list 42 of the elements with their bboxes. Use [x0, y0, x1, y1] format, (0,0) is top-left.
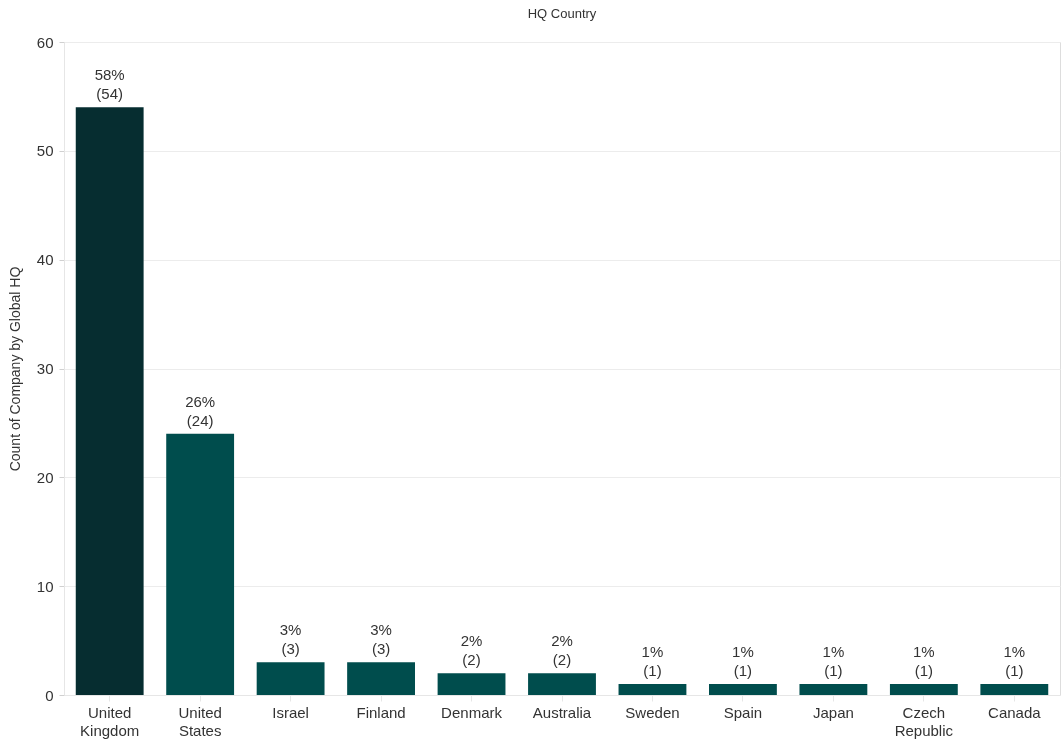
y-axis-title: Count of Company by Global HQ [6, 266, 23, 472]
x-tick-label: Japan [812, 703, 854, 721]
y-tick-label: 50 [36, 142, 54, 160]
bar [618, 684, 687, 695]
y-tick-label: 40 [36, 251, 54, 269]
bar [347, 662, 415, 695]
y-tick-label: 60 [36, 33, 54, 51]
bar [256, 662, 325, 695]
data-label: 1% (1) [822, 643, 845, 680]
data-label: 1% (1) [1003, 643, 1026, 680]
data-label: 3% (3) [279, 621, 302, 658]
x-tick-label: Czech Republic [894, 703, 954, 739]
chart-title: HQ Country [527, 6, 597, 21]
data-label: 1% (1) [641, 643, 664, 680]
y-tick-label: 20 [36, 468, 54, 486]
x-tick-label: United States [178, 703, 222, 739]
data-label: 1% (1) [913, 643, 935, 680]
x-tick-label: Denmark [441, 703, 503, 721]
x-tick-label: Canada [988, 703, 1042, 721]
bar [799, 684, 868, 695]
bar [709, 684, 777, 695]
bar [889, 684, 958, 695]
bar [437, 673, 506, 695]
x-tick-label: Spain [723, 703, 763, 721]
x-tick-label: Sweden [625, 703, 680, 721]
y-tick-label: 0 [45, 686, 54, 704]
bar [980, 684, 1049, 695]
y-tick-label: 30 [36, 360, 54, 377]
data-label: 2% (2) [551, 632, 573, 669]
data-label: 58% (54) [94, 66, 125, 103]
bar [75, 107, 144, 695]
x-tick-label: Australia [532, 703, 592, 721]
data-label: 3% (3) [370, 621, 392, 658]
bar [528, 673, 596, 695]
data-label: 1% (1) [732, 643, 754, 680]
data-label: 26% (24) [185, 392, 216, 429]
bar [166, 433, 235, 695]
y-tick-label: 10 [36, 577, 54, 595]
data-label: 2% (2) [460, 632, 483, 669]
x-tick-label: Israel [272, 703, 309, 721]
x-tick-label: United Kingdom [80, 703, 140, 739]
x-tick-label: Finland [356, 703, 406, 721]
